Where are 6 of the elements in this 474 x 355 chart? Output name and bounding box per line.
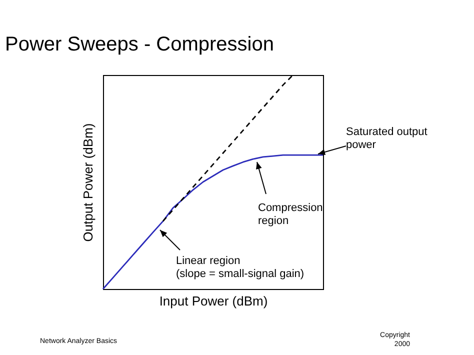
text: Saturated output power [346,126,428,151]
chart-title: Power Sweeps - Compression [5,33,274,56]
y-axis-title: Output Power (dBm) [80,123,96,242]
x-axis-title: Input Power (dBm) [159,294,268,308]
annotation: Linear region (slope = small-signal gain) [176,255,304,280]
annotation: Compression region [258,202,323,227]
